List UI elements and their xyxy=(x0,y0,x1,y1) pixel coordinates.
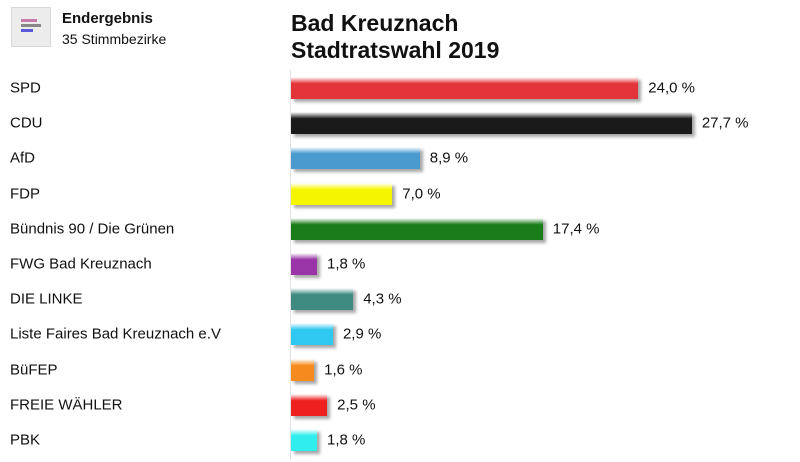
y-axis-line xyxy=(290,70,291,460)
bar-b-ndnis-90-die-gr-nen xyxy=(291,217,543,240)
value-label: 2,9 % xyxy=(342,325,382,343)
bar-freie-w-hler xyxy=(291,393,328,416)
bar-b-fep xyxy=(291,358,315,381)
districts-count: 35 Stimmbezirke xyxy=(62,31,167,47)
category-label: FWG Bad Kreuznach xyxy=(10,255,152,273)
category-label: FDP xyxy=(10,185,40,203)
category-label: DIE LINKE xyxy=(10,290,83,308)
subtitle-line: Stadtratswahl 2019 xyxy=(291,37,500,63)
value-label: 8,9 % xyxy=(429,149,469,167)
bar-fwg-bad-kreuznach xyxy=(291,253,318,275)
category-label: SPD xyxy=(10,79,41,97)
category-label: Bündnis 90 / Die Grünen xyxy=(10,220,175,238)
bar-die-linke xyxy=(291,288,354,311)
bar-liste-faires-bad-kreuznach-e-v xyxy=(291,323,333,346)
value-label: 27,7 % xyxy=(701,114,749,132)
value-label: 1,6 % xyxy=(324,361,363,379)
value-label: 24,0 % xyxy=(648,79,695,97)
bar-afd xyxy=(291,147,420,170)
chart-title: Bad Kreuznach Stadtratswahl 2019 xyxy=(291,10,499,64)
bar-pbk xyxy=(291,429,318,451)
chart-logo-icon xyxy=(11,7,51,47)
value-label: 7,0 % xyxy=(402,185,441,203)
bar-cdu xyxy=(291,112,692,135)
category-label: BüFEP xyxy=(10,361,58,379)
value-label: 4,3 % xyxy=(363,290,402,308)
result-status: Endergebnis xyxy=(62,10,153,27)
value-label: 1,8 % xyxy=(327,255,366,273)
category-label: Liste Faires Bad Kreuznach e.V xyxy=(10,325,221,343)
value-label: 2,5 % xyxy=(337,396,376,414)
value-label: 1,8 % xyxy=(327,431,366,449)
value-label: 17,4 % xyxy=(552,220,600,238)
title-line: Bad Kreuznach xyxy=(291,10,459,36)
category-label: FREIE WÄHLER xyxy=(10,396,123,414)
category-label: AfD xyxy=(10,149,36,167)
bar-fdp xyxy=(291,182,393,205)
bar-spd xyxy=(291,77,639,99)
category-label: PBK xyxy=(10,431,41,449)
category-label: CDU xyxy=(10,114,43,132)
